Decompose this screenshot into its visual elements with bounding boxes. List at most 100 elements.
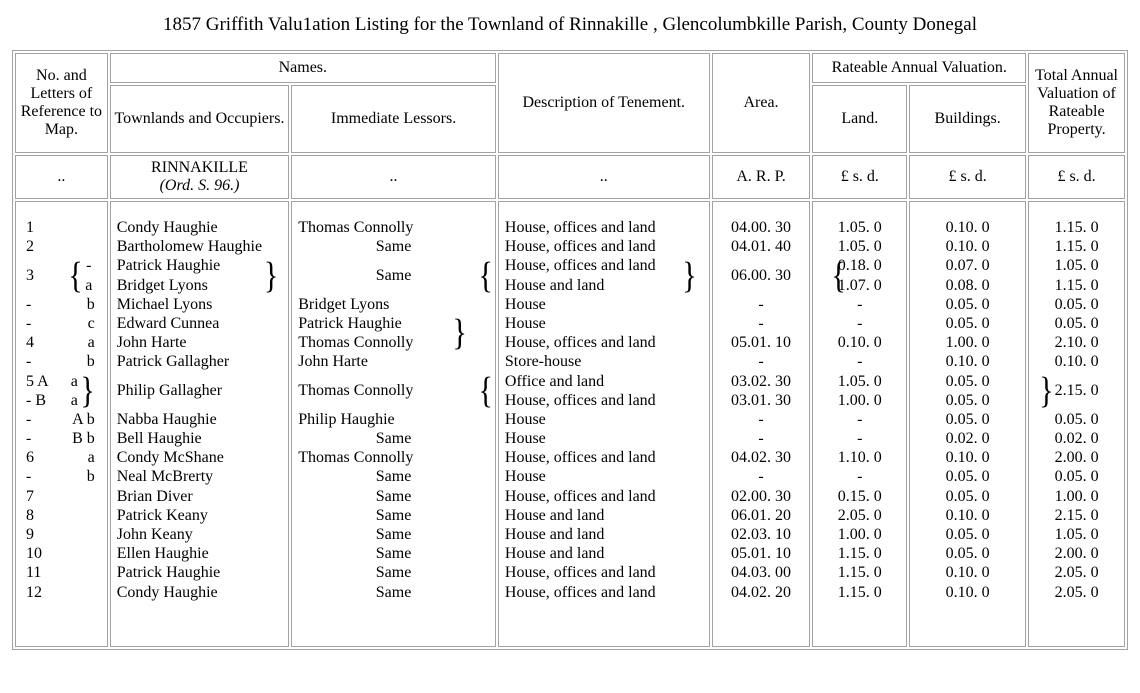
area-value: - [758, 430, 764, 448]
total-value-cell: 0.10. 0 [1029, 352, 1124, 371]
ref-number: - [26, 314, 32, 332]
area-value: - [758, 353, 764, 371]
lessor-cell: Same { [292, 256, 495, 294]
occupier-name: John Harte [116, 334, 187, 352]
occupier-name: Philip Gallagher [116, 382, 223, 400]
total-value-cell: 0.02. 0 [1029, 429, 1124, 448]
occupier-name-cell: Ellen Haughie [111, 544, 288, 563]
area-value-cell: 04.03. 00 [713, 563, 810, 582]
land-value-cell: 1.15. 0 [813, 583, 906, 602]
tenement-description: House, offices and land [504, 564, 656, 582]
col-header-rateable: Rateable Annual Valuation. [812, 53, 1027, 83]
ref-letter: c [87, 314, 95, 332]
total-value-cell: 2.15. 0} [1029, 369, 1124, 411]
ref-cell: 12 [16, 583, 107, 602]
tenement-description-cell: House and land [499, 506, 709, 525]
land-value-cell: 1.05. 0 [813, 218, 906, 237]
occupier-name: Brian Diver [116, 487, 193, 505]
occupier-name-cell: Patrick Haughie [111, 563, 288, 582]
area-value-cell: - [713, 410, 810, 429]
land-value: 1.05. 0 [837, 372, 882, 390]
tenement-description: Store-house [504, 353, 582, 371]
body-col-land: 1.05. 0 1.05. 0 0.18. 0 1.07. 0{- -0.10. 0-1… [812, 201, 908, 647]
area-value: 04.02. 20 [731, 583, 792, 601]
ref-cell: -B b [16, 429, 107, 448]
occupier-name: Patrick Gallagher [116, 353, 230, 371]
land-value-cell: 1.05. 0 [813, 237, 906, 256]
tenement-description: House [504, 314, 546, 332]
tenement-description-cell: House, offices and land [499, 333, 709, 352]
ref-letter: b [86, 468, 95, 486]
total-value-cell: 1.15. 0 [1029, 237, 1124, 256]
ref-cell: 1 [16, 218, 107, 237]
ref-number: 8 [26, 506, 34, 524]
grouping-brace: { [68, 254, 83, 296]
lessor-name: Same [375, 545, 412, 563]
lessor-name: Thomas Connolly [298, 382, 414, 400]
land-value: 0.10. 0 [837, 334, 882, 352]
area-value: 06.00. 30 [731, 266, 792, 284]
ref-number: 11 [26, 564, 42, 582]
buildings-value-cell: 0.10. 0 [910, 583, 1025, 602]
ref-cell: 2 [16, 237, 107, 256]
lessor-cell: Patrick Haughie [292, 314, 495, 333]
tenement-description-cell: House, offices and land [499, 487, 709, 506]
ref-number: 4 [26, 334, 34, 352]
lessor-cell: Thomas Connolly [292, 333, 495, 352]
ref-cell: -c [16, 314, 107, 333]
buildings-value-cell: 0.10. 0 [910, 237, 1025, 256]
area-value-cell: 06.01. 20 [713, 506, 810, 525]
occupier-name-cell: Edward Cunnea [111, 314, 288, 333]
tenement-description-cell: House, offices and land House and land} [499, 256, 709, 294]
area-value: 03.01. 30 [731, 391, 792, 409]
buildings-value: 0.10. 0 [945, 238, 990, 256]
tenement-description: House and land [504, 506, 605, 524]
buildings-value-cell: 0.05. 0 [910, 314, 1025, 333]
ref-number: 3 [26, 266, 34, 284]
lessor-cell: Philip Haughie [292, 410, 495, 429]
subheader-reference: .. [15, 155, 108, 199]
grouping-brace: } [1039, 369, 1054, 411]
total-value: 0.02. 0 [1054, 430, 1099, 448]
occupier-name-cell: Brian Diver [111, 487, 288, 506]
tenement-description: House [504, 468, 546, 486]
area-value: 04.00. 30 [731, 219, 792, 236]
buildings-value: 0.10. 0 [945, 506, 990, 524]
total-value: 2.05. 0 [1054, 583, 1099, 601]
land-value-cell: - [813, 467, 906, 486]
buildings-value: 0.08. 0 [945, 276, 990, 294]
buildings-value: 0.05. 0 [945, 487, 990, 505]
tenement-description: House, offices and land [504, 583, 656, 601]
buildings-value-cell: 0.05. 0 [910, 487, 1025, 506]
grouping-brace: } [263, 254, 279, 296]
ref-cell: 11 [16, 563, 107, 582]
valuation-table: No. and Letters of Reference to Map. Nam… [12, 50, 1128, 650]
ref-cell: -A b [16, 410, 107, 429]
ref-letter-group: a a} [68, 371, 95, 410]
tenement-description-cell: House, offices and land [499, 237, 709, 256]
land-value: - [857, 314, 863, 332]
ref-cell: 7 [16, 487, 107, 506]
lessor-cell: Same [292, 237, 495, 256]
tenement-description-group: Office and land House, offices and land [505, 372, 656, 410]
tenement-description: House and land [504, 276, 605, 294]
total-value-cell: 0.05. 0 [1029, 467, 1124, 486]
lessor-name: Same [375, 487, 412, 505]
land-value: 1.15. 0 [837, 545, 882, 563]
buildings-value-cell: 0.05. 0 [910, 525, 1025, 544]
ref-letter: a [85, 276, 93, 294]
area-value-cell: - [713, 295, 810, 314]
land-value-cell: 1.15. 0 [813, 563, 906, 582]
lessor-cell: Same [292, 544, 495, 563]
col-header-total: Total Annual Valuation of Rateable Prope… [1028, 53, 1125, 153]
total-value: 0.05. 0 [1054, 468, 1099, 486]
occupier-name-cell: Bell Haughie [111, 429, 288, 448]
ref-letter: a [70, 391, 78, 409]
occupier-name-cell: Nabba Haughie [111, 410, 288, 429]
col-header-description: Description of Tenement. [497, 53, 710, 153]
occupier-name: Bridget Lyons [116, 276, 208, 294]
land-value: 1.05. 0 [837, 238, 882, 256]
occupier-name: Neal McBrerty [116, 468, 214, 486]
buildings-value-cell: 0.05. 0 [910, 410, 1025, 429]
buildings-value: 0.05. 0 [945, 545, 990, 563]
